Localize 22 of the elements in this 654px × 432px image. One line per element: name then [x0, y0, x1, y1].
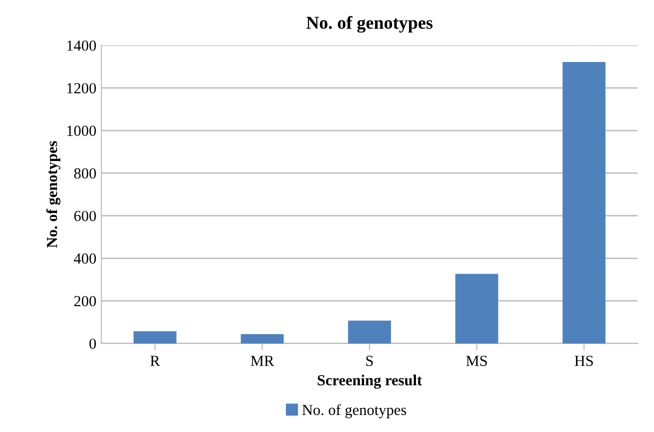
- x-tick-label: HS: [574, 356, 593, 366]
- y-axis-title: No. of genotypes: [46, 141, 60, 248]
- bar: [240, 334, 284, 344]
- bar: [562, 62, 606, 344]
- y-tick-label: 200: [74, 296, 96, 306]
- x-tick-label: R: [150, 356, 160, 366]
- bar: [348, 320, 391, 344]
- x-tick-label: MR: [250, 356, 274, 366]
- y-tick-label: 1000: [67, 126, 96, 136]
- y-tick-label: 0: [89, 338, 96, 349]
- chart-title: No. of genotypes: [306, 16, 433, 33]
- legend-label: No. of genotypes: [302, 404, 406, 418]
- y-tick-label: 600: [74, 210, 96, 222]
- y-tick-label: 400: [74, 253, 96, 264]
- y-tick-label: 800: [74, 168, 96, 179]
- y-tick-label: 1400: [67, 40, 96, 51]
- bar: [455, 274, 498, 344]
- y-tick-label: 1200: [67, 83, 96, 94]
- x-tick-label: MS: [466, 356, 487, 366]
- x-axis-title: Screening result: [318, 374, 422, 389]
- bar: [134, 331, 176, 344]
- x-tick-label: S: [366, 356, 373, 366]
